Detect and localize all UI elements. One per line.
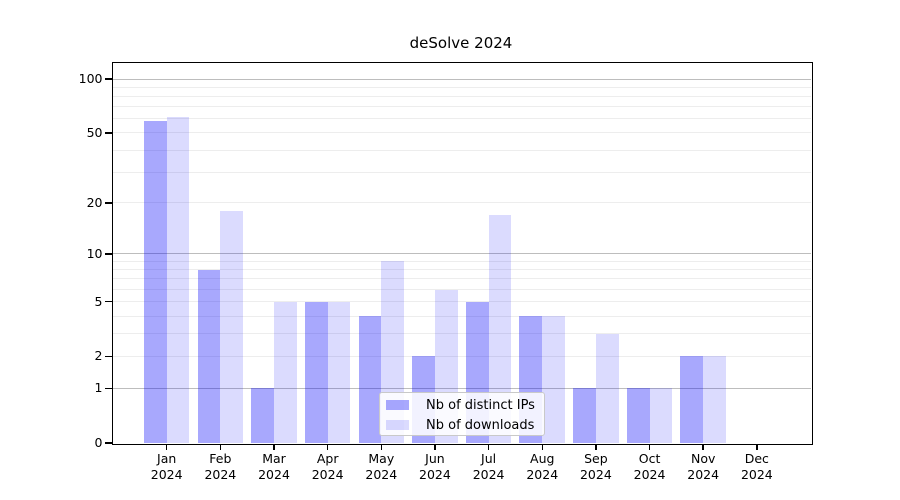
- x-tick-month: Feb: [209, 451, 232, 466]
- y-tick-label: 2: [94, 348, 103, 364]
- x-tick-month: Sep: [584, 451, 608, 466]
- legend-swatch-downloads: [386, 420, 409, 430]
- x-tick-month: Mar: [262, 451, 286, 466]
- x-tick-month: May: [368, 451, 395, 466]
- x-tick-year: 2024: [419, 466, 451, 482]
- x-tick-month: Apr: [316, 451, 339, 466]
- y-tick: [104, 300, 112, 303]
- y-tick: [104, 78, 112, 80]
- x-tick-label: Jun 2024: [405, 451, 465, 482]
- x-tick-month: Jul: [481, 451, 497, 466]
- x-tick-label: Feb 2024: [190, 451, 250, 482]
- x-tick-month: Oct: [638, 451, 661, 466]
- y-tick-label: 10: [86, 245, 103, 261]
- x-tick-year: 2024: [311, 466, 344, 482]
- legend-swatch-distinct-ips: [386, 400, 409, 410]
- legend-row-downloads: Nb of downloads: [380, 415, 544, 435]
- x-tick-month: Jan: [157, 451, 177, 466]
- x-tick-label: Jan 2024: [137, 451, 197, 482]
- x-tick-year: 2024: [365, 466, 398, 482]
- y-tick: [104, 253, 112, 255]
- x-tick-year: 2024: [687, 466, 720, 482]
- x-tick-label: Dec 2024: [727, 451, 787, 482]
- y-tick-label: 5: [94, 293, 103, 309]
- x-tick-label: Mar 2024: [244, 451, 304, 482]
- y-tick: [104, 442, 112, 444]
- x-tick-year: 2024: [579, 466, 612, 482]
- y-tick-label: 100: [78, 71, 103, 86]
- x-tick-year: 2024: [150, 466, 183, 482]
- legend: Nb of distinct IPs Nb of downloads: [379, 392, 545, 436]
- legend-label-downloads: Nb of downloads: [426, 417, 535, 433]
- x-tick-label: Oct 2024: [620, 451, 680, 482]
- y-tick-label: 0: [94, 435, 103, 450]
- x-tick-label: Sep 2024: [566, 451, 626, 482]
- chart-title: deSolve 2024: [409, 34, 513, 52]
- y-tick-label: 50: [86, 124, 103, 140]
- y-tick-label: 20: [86, 194, 103, 210]
- y-tick: [104, 202, 112, 204]
- x-tick-year: 2024: [633, 466, 666, 482]
- x-tick-month: Dec: [744, 451, 769, 466]
- legend-label-distinct-ips: Nb of distinct IPs: [426, 397, 535, 413]
- x-tick-year: 2024: [204, 466, 237, 482]
- x-tick-month: Aug: [530, 451, 555, 466]
- y-tick: [104, 132, 112, 134]
- x-tick-label: Jul 2024: [459, 451, 519, 482]
- y-tick: [104, 355, 112, 358]
- y-tick-label: 1: [94, 380, 103, 396]
- x-tick-year: 2024: [526, 466, 559, 482]
- x-tick-label: Nov 2024: [673, 451, 733, 482]
- x-tick-label: May 2024: [351, 451, 411, 482]
- y-tick: [104, 387, 112, 390]
- x-tick-month: Jun: [425, 451, 445, 466]
- legend-row-distinct-ips: Nb of distinct IPs: [380, 395, 544, 415]
- x-tick-label: Apr 2024: [298, 451, 358, 482]
- x-tick-month: Nov: [690, 451, 716, 466]
- x-tick-year: 2024: [258, 466, 290, 482]
- x-tick-year: 2024: [472, 466, 505, 482]
- x-tick-year: 2024: [740, 466, 773, 482]
- x-tick-label: Aug 2024: [512, 451, 572, 482]
- plot-frame: [111, 62, 813, 445]
